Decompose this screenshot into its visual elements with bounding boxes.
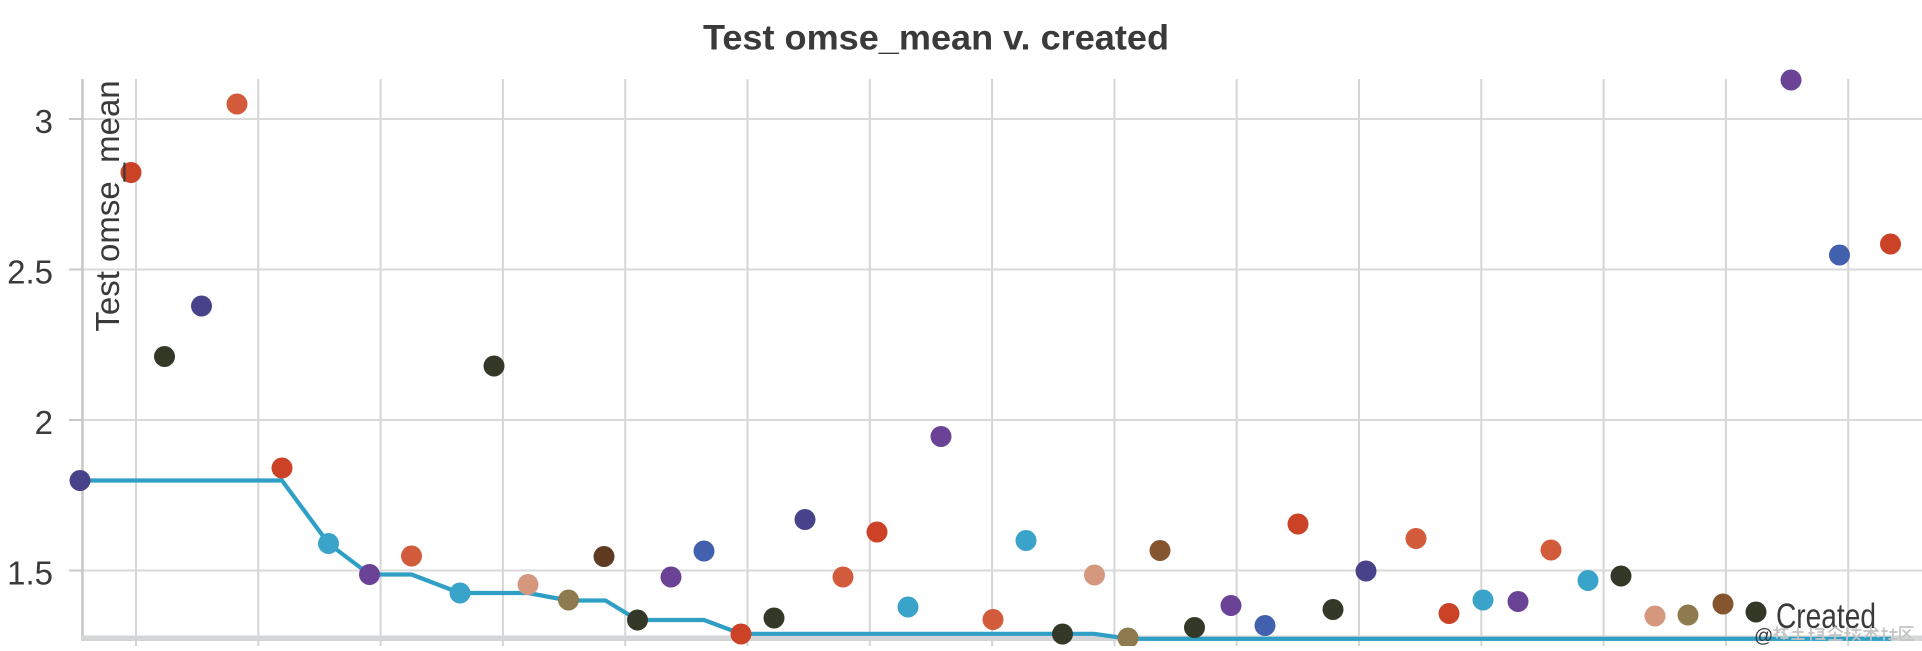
svg-text:Test omse_mean: Test omse_mean [89,80,126,331]
svg-text:Test omse_mean v. created: Test omse_mean v. created [703,19,1169,58]
svg-text:@: @ [1754,626,1773,646]
svg-text:2.5: 2.5 [7,254,53,291]
svg-text:3: 3 [35,103,53,140]
svg-text:1.5: 1.5 [7,555,53,592]
svg-text:2: 2 [35,404,53,441]
